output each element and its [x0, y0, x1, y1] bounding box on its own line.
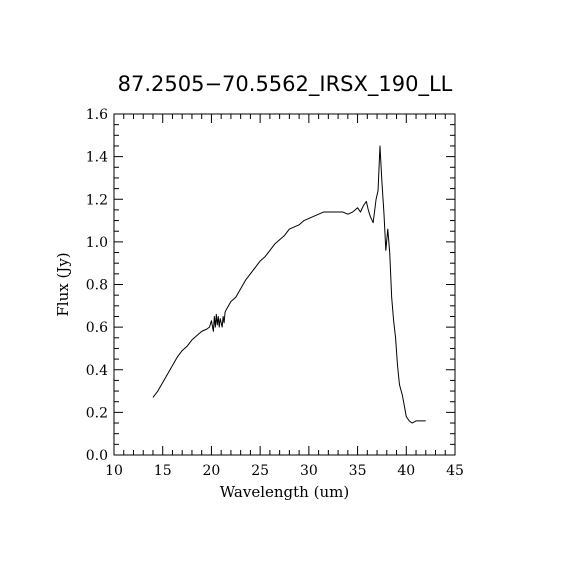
x-tick-label: 20 [203, 463, 221, 479]
x-tick-label: 35 [349, 463, 367, 479]
y-tick-label: 0.4 [86, 363, 108, 379]
y-tick-label: 0.8 [86, 278, 108, 294]
y-tick-label: 1.6 [86, 107, 108, 123]
y-tick-label: 0.0 [86, 448, 108, 464]
axis-ticks [113, 113, 456, 456]
y-axis-label: Flux (Jy) [54, 252, 72, 316]
y-tick-label: 0.6 [86, 320, 108, 336]
axis-tick-labels: 10 15 20 25 30 35 40 45 0.0 0.2 0.4 0.6 0.8 1.0 1.2 1.4… [86, 107, 464, 479]
x-tick-label: 15 [154, 463, 172, 479]
x-tick-label: 30 [300, 463, 318, 479]
x-tick-label: 45 [446, 463, 464, 479]
y-tick-label: 1.2 [86, 192, 108, 208]
x-axis-label: Wavelength (um) [220, 483, 349, 501]
y-tick-label: 0.2 [86, 405, 108, 421]
series-layer [152, 145, 426, 424]
y-tick-label: 1.0 [86, 235, 108, 251]
x-tick-label: 25 [251, 463, 269, 479]
chart-title: 87.2505−70.5562_IRSX_190_LL [118, 72, 453, 97]
x-tick-label: 10 [105, 463, 123, 479]
series-line-0 [152, 145, 426, 424]
x-tick-label: 40 [397, 463, 415, 479]
y-tick-label: 1.4 [86, 150, 108, 166]
